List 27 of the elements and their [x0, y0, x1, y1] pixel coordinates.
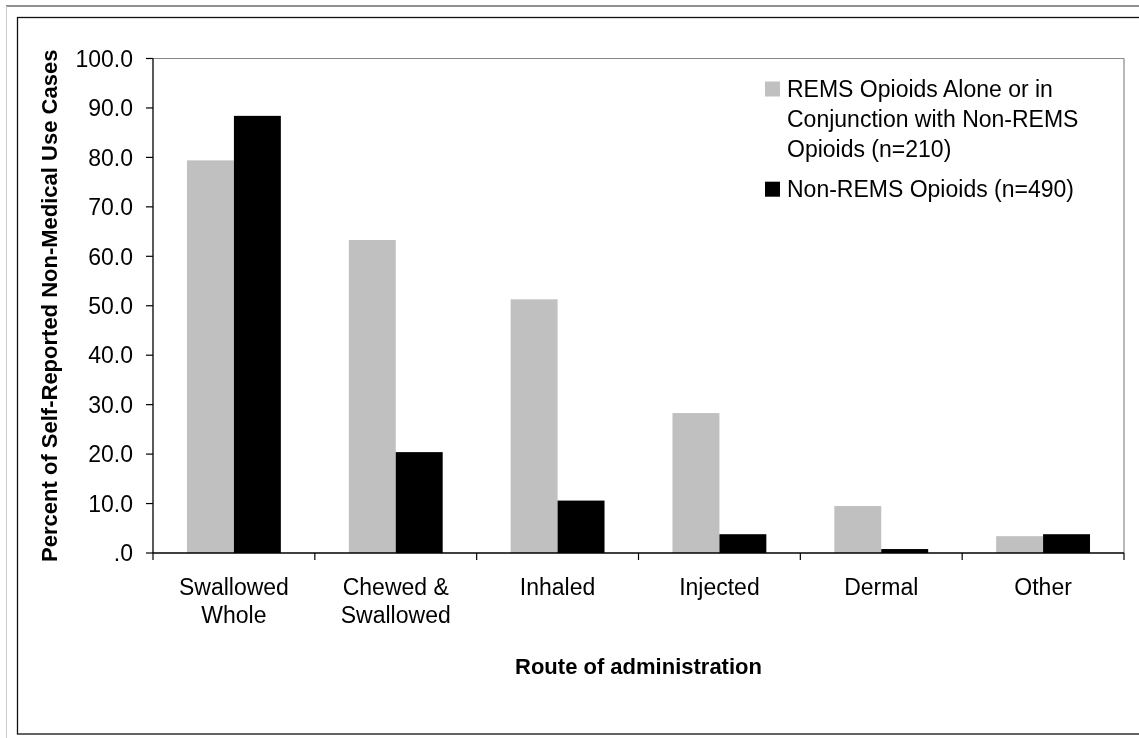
y-axis-title: Percent of Self-Reported Non-Medical Use Cases: [37, 49, 62, 562]
y-tick-label: 50.0: [88, 293, 133, 320]
y-tick-label: 100.0: [75, 45, 133, 72]
bar: [834, 506, 882, 553]
y-tick-label: 70.0: [88, 194, 133, 221]
x-tick-label: Injected: [679, 574, 760, 600]
y-tick-label: 90.0: [88, 95, 133, 122]
bar: [186, 160, 234, 553]
y-tick-label: 60.0: [88, 243, 133, 270]
bar: [672, 413, 720, 553]
x-tick-label: Other: [1014, 574, 1073, 600]
bar: [348, 239, 396, 553]
y-tick-label: 40.0: [88, 342, 133, 369]
bar: [996, 536, 1044, 553]
x-tick-label: Chewed & Swallowed: [340, 574, 451, 628]
y-tick-label: 20.0: [88, 441, 133, 468]
legend-label: REMS Opioids Alone or in Conjunction with Non-REMS Opioids (n=210): [787, 75, 1079, 163]
y-tick-label: .0: [113, 540, 133, 567]
bar: [510, 299, 558, 553]
y-tick-label: 10.0: [88, 490, 133, 517]
x-tick-label: Swallowed Whole: [178, 574, 289, 628]
x-tick-label: Inhaled: [519, 574, 596, 600]
legend-label: Non-REMS Opioids (n=490): [787, 175, 1074, 202]
x-axis-title: Route of administration: [515, 654, 762, 679]
y-tick-label: 30.0: [88, 391, 133, 418]
y-tick-label: 80.0: [88, 144, 133, 171]
x-tick-label: Dermal: [844, 574, 919, 600]
